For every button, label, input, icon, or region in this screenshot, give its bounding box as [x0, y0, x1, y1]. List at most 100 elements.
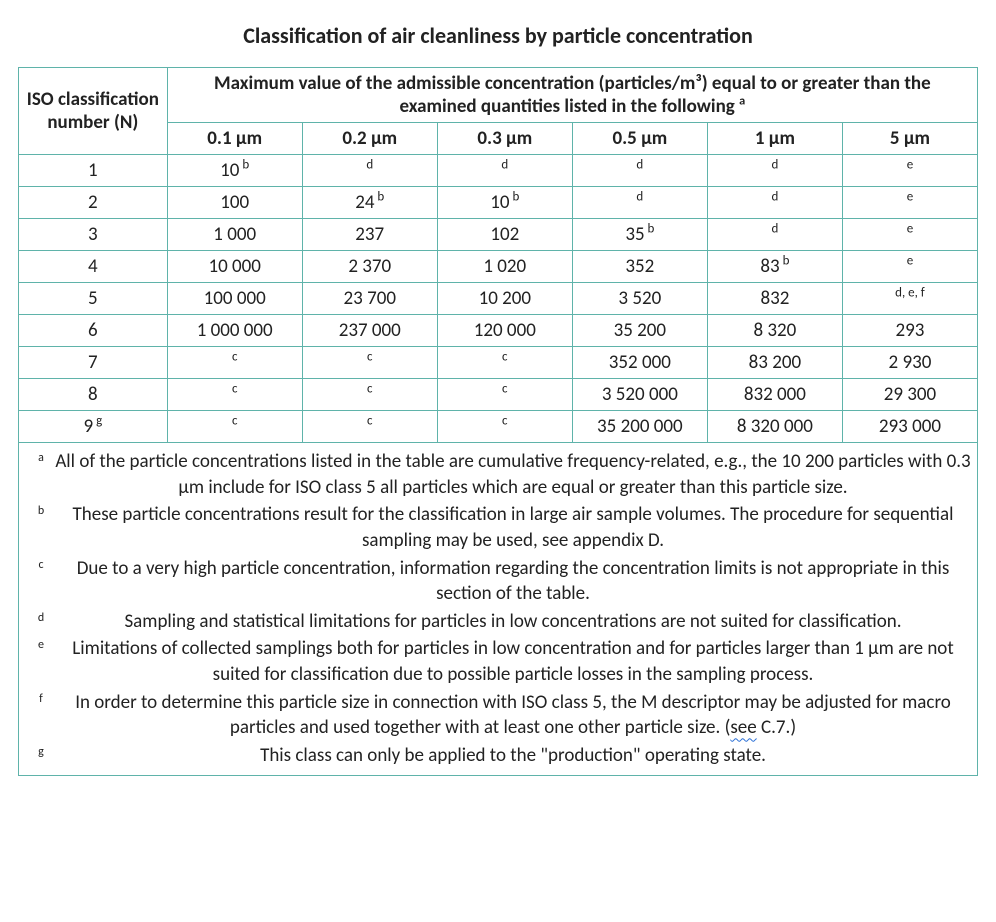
data-cell: e — [842, 155, 977, 187]
spellcheck-squiggle: see — [730, 716, 756, 739]
data-cell: c — [437, 379, 572, 411]
data-cell: 832 000 — [707, 379, 842, 411]
footnote-row: gThis class can only be applied to the "… — [25, 743, 971, 769]
footnote-text: In order to determine this particle size… — [55, 690, 971, 741]
iso-class-cell: 2 — [19, 187, 168, 219]
data-cell: 29 300 — [842, 379, 977, 411]
header-size-1: 0.2 µm — [302, 123, 437, 155]
data-cell: 10 200 — [437, 283, 572, 315]
footnotes-list: aAll of the particle concentrations list… — [25, 449, 971, 769]
footnote-text: This class can only be applied to the "p… — [55, 743, 971, 769]
iso-class-cell: 6 — [19, 315, 168, 347]
data-cell: d — [572, 155, 707, 187]
data-cell: 8 320 — [707, 315, 842, 347]
iso-class-cell: 9 g — [19, 411, 168, 443]
table-body: 110 bdddde210024 b10 bdde31 00023710235 … — [19, 155, 978, 443]
data-cell: d — [707, 155, 842, 187]
header-size-3: 0.5 µm — [572, 123, 707, 155]
footnote-mark: b — [25, 502, 55, 518]
footnote-row: eLimitations of collected samplings both… — [25, 636, 971, 687]
table-row: 9 gccc35 200 0008 320 000293 000 — [19, 411, 978, 443]
data-cell: 100 — [167, 187, 302, 219]
data-cell: c — [302, 379, 437, 411]
footnote-text: These particle concentrations result for… — [55, 502, 971, 553]
footnote-mark: c — [25, 556, 55, 572]
data-cell: 3 520 000 — [572, 379, 707, 411]
footnote-mark: d — [25, 609, 55, 625]
data-cell: 24 b — [302, 187, 437, 219]
table-row: 5100 00023 70010 2003 520832d, e, f — [19, 283, 978, 315]
data-cell: d — [437, 155, 572, 187]
data-cell: 102 — [437, 219, 572, 251]
footnote-row: bThese particle concentrations result fo… — [25, 502, 971, 553]
data-cell: d — [572, 187, 707, 219]
table-row: 61 000 000237 000120 00035 2008 320293 — [19, 315, 978, 347]
footnote-mark: e — [25, 636, 55, 652]
data-cell: 832 — [707, 283, 842, 315]
data-cell: d — [707, 219, 842, 251]
header-size-5: 5 µm — [842, 123, 977, 155]
data-cell: d, e, f — [842, 283, 977, 315]
data-cell: 35 200 — [572, 315, 707, 347]
data-cell: 293 000 — [842, 411, 977, 443]
data-cell: 35 200 000 — [572, 411, 707, 443]
data-cell: d — [302, 155, 437, 187]
data-cell: 120 000 — [437, 315, 572, 347]
footnote-text: Due to a very high particle concentratio… — [55, 556, 971, 607]
header-size-0: 0.1 µm — [167, 123, 302, 155]
table-row: 7ccc352 00083 2002 930 — [19, 347, 978, 379]
table-row: 8ccc3 520 000832 00029 300 — [19, 379, 978, 411]
data-cell: 293 — [842, 315, 977, 347]
table-row: 31 00023710235 bde — [19, 219, 978, 251]
data-cell: c — [167, 379, 302, 411]
data-cell: 100 000 — [167, 283, 302, 315]
footnotes-cell: aAll of the particle concentrations list… — [19, 443, 978, 776]
footnote-row: dSampling and statistical limitations fo… — [25, 609, 971, 635]
data-cell: e — [842, 251, 977, 283]
data-cell: 83 200 — [707, 347, 842, 379]
table-row: 210024 b10 bdde — [19, 187, 978, 219]
data-cell: 23 700 — [302, 283, 437, 315]
footnote-text: Limitations of collected samplings both … — [55, 636, 971, 687]
page-title: Classification of air cleanliness by par… — [18, 22, 978, 49]
iso-class-cell: 8 — [19, 379, 168, 411]
footnote-text: All of the particle concentrations liste… — [55, 449, 971, 500]
data-cell: 1 000 000 — [167, 315, 302, 347]
footnote-text: Sampling and statistical limitations for… — [55, 609, 971, 635]
header-group: Maximum value of the admissible concentr… — [167, 68, 977, 123]
data-cell: 10 b — [167, 155, 302, 187]
data-cell: 237 — [302, 219, 437, 251]
data-cell: 1 000 — [167, 219, 302, 251]
data-cell: 2 930 — [842, 347, 977, 379]
data-cell: e — [842, 187, 977, 219]
data-cell: e — [842, 219, 977, 251]
iso-class-cell: 1 — [19, 155, 168, 187]
table-row: 410 0002 3701 02035283 be — [19, 251, 978, 283]
data-cell: 352 — [572, 251, 707, 283]
data-cell: d — [707, 187, 842, 219]
data-cell: c — [167, 411, 302, 443]
data-cell: 237 000 — [302, 315, 437, 347]
table-row: 110 bdddde — [19, 155, 978, 187]
data-cell: c — [167, 347, 302, 379]
data-cell: 10 b — [437, 187, 572, 219]
header-iso: ISO classification number (N) — [19, 68, 168, 155]
data-cell: c — [437, 411, 572, 443]
data-cell: 83 b — [707, 251, 842, 283]
data-cell: c — [437, 347, 572, 379]
footnote-mark: g — [25, 743, 55, 759]
data-cell: 10 000 — [167, 251, 302, 283]
footnote-row: cDue to a very high particle concentrati… — [25, 556, 971, 607]
iso-class-cell: 7 — [19, 347, 168, 379]
data-cell: 1 020 — [437, 251, 572, 283]
header-group-sup: a — [739, 94, 745, 109]
data-cell: 2 370 — [302, 251, 437, 283]
footnote-mark: a — [25, 449, 55, 465]
footnote-row: fIn order to determine this particle siz… — [25, 690, 971, 741]
iso-class-cell: 5 — [19, 283, 168, 315]
footnote-mark: f — [25, 690, 55, 706]
data-cell: 8 320 000 — [707, 411, 842, 443]
data-cell: c — [302, 411, 437, 443]
table-header: ISO classification number (N) Maximum va… — [19, 68, 978, 155]
data-cell: 3 520 — [572, 283, 707, 315]
